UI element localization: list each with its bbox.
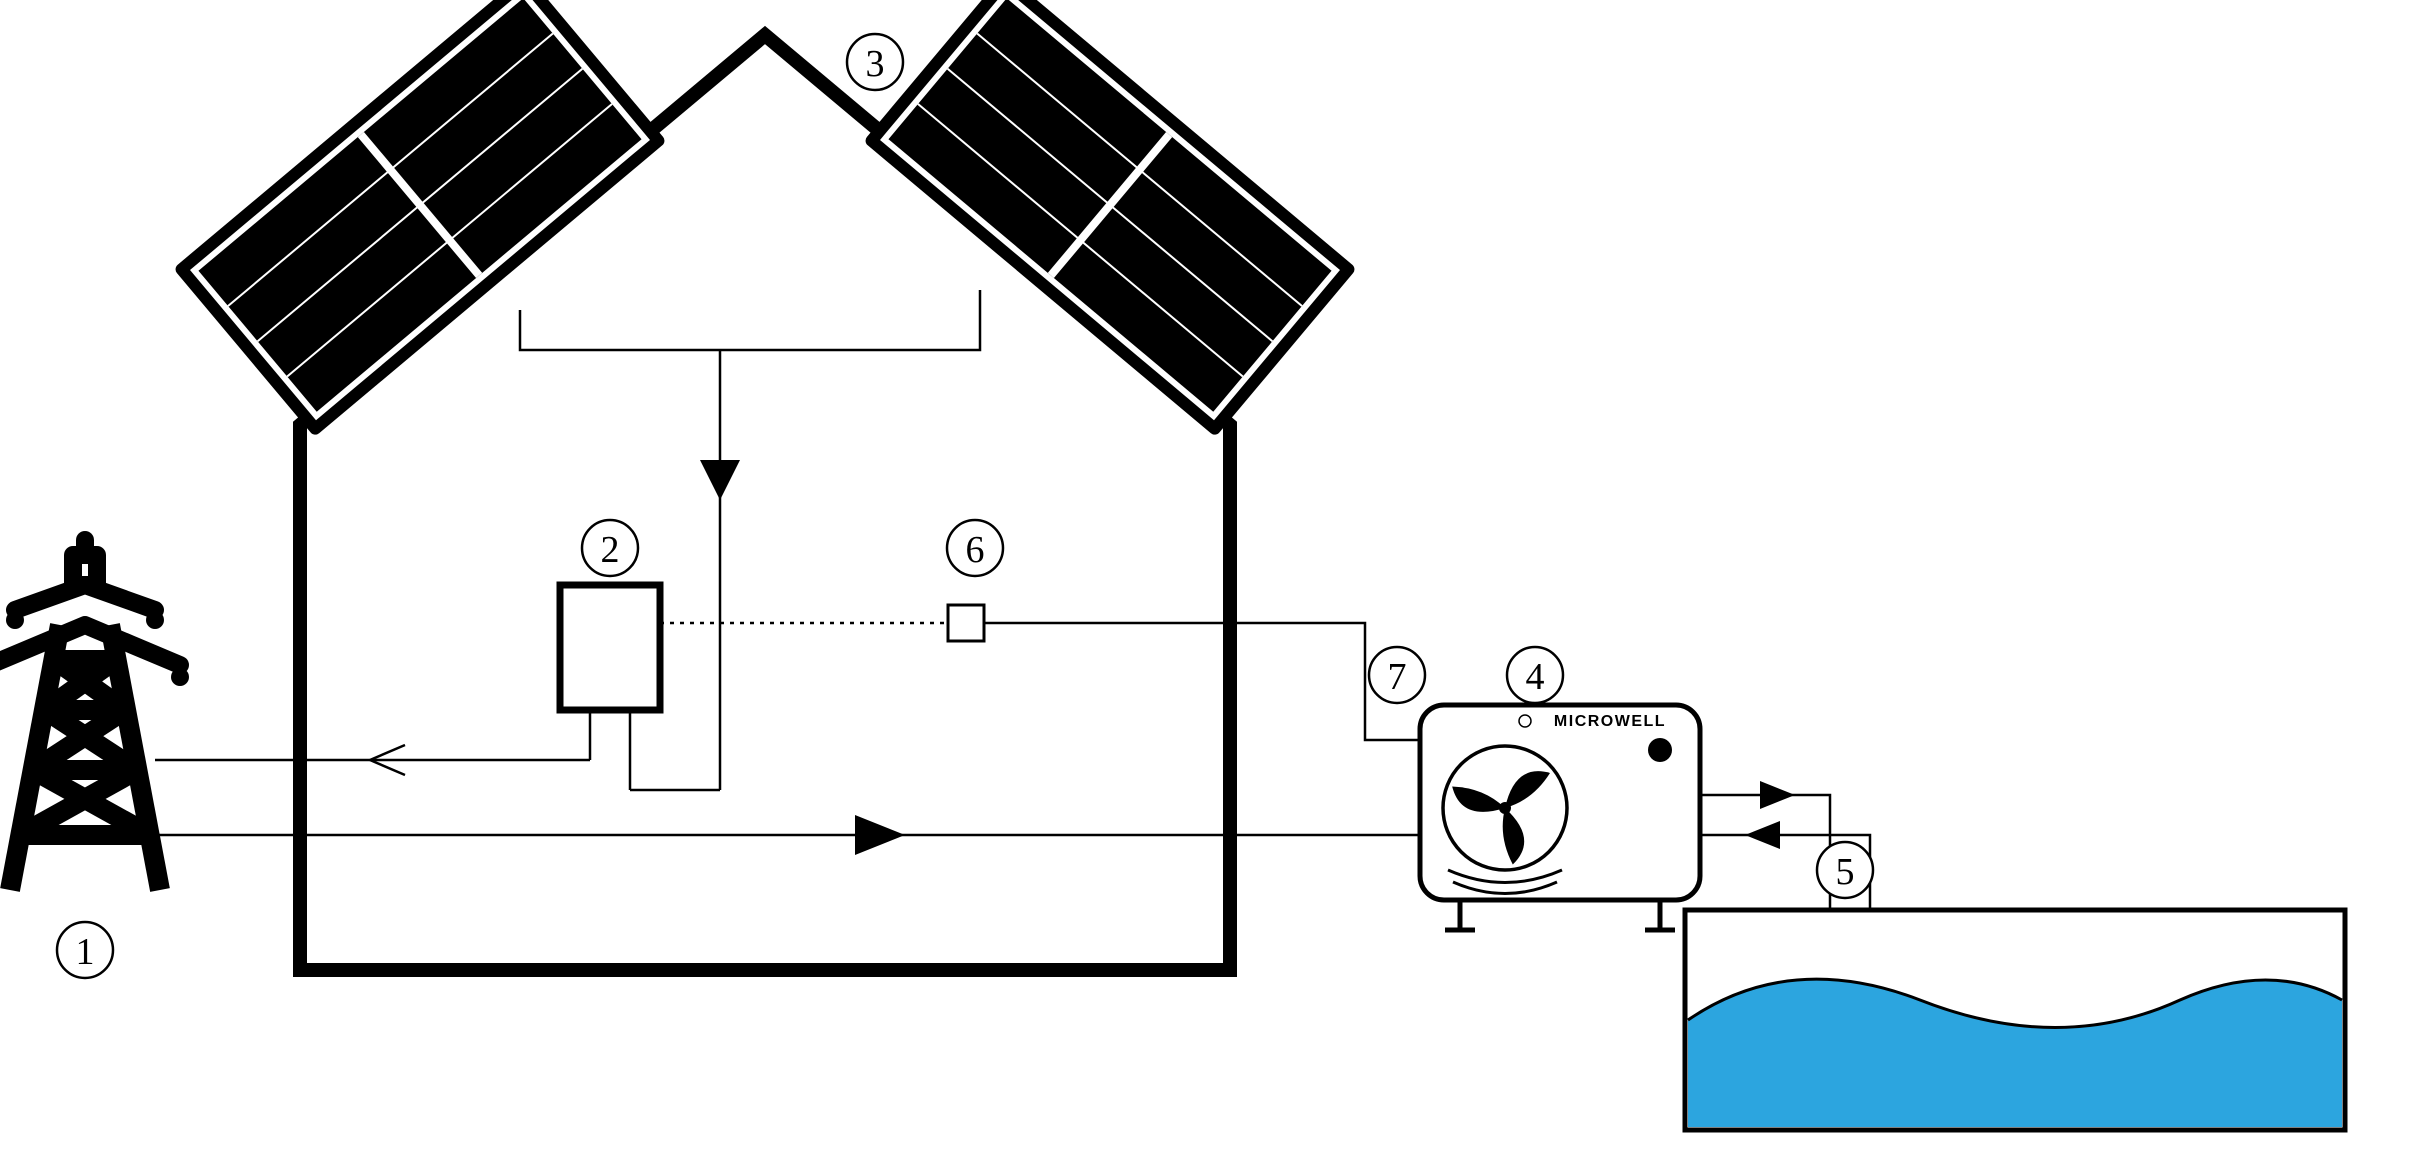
label-text-3: 3	[866, 43, 885, 85]
relay	[948, 605, 984, 641]
label-text-4: 4	[1526, 656, 1545, 698]
grid-feedback-line	[155, 745, 590, 775]
solar-heatpump-diagram: MICROWELL 1 2 3 4 5 6 7	[0, 0, 2415, 1176]
pool	[1685, 910, 2345, 1130]
heat-pump: MICROWELL	[1420, 705, 1700, 930]
pump-brand-label: MICROWELL	[1554, 713, 1666, 730]
label-text-1: 1	[76, 931, 95, 973]
label-text-5: 5	[1836, 851, 1855, 893]
power-grid-tower	[0, 540, 189, 890]
label-text-6: 6	[966, 529, 985, 571]
label-text-7: 7	[1388, 656, 1407, 698]
signal-cable	[984, 623, 1420, 740]
label-text-2: 2	[601, 529, 620, 571]
solar-panels	[173, 0, 1357, 437]
